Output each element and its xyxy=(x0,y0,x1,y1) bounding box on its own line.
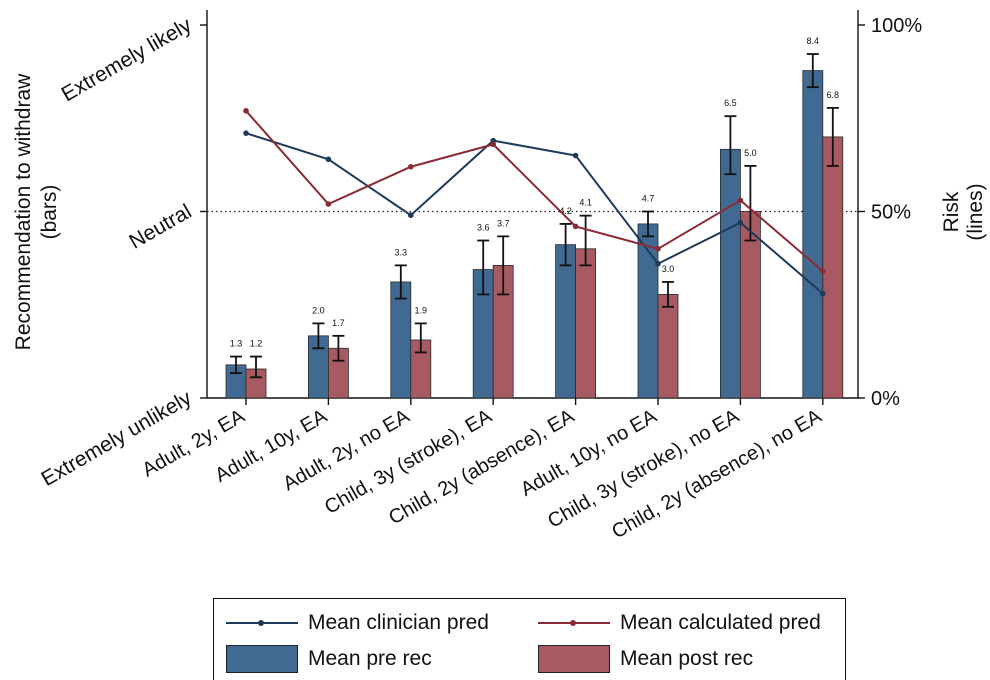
line-calculated xyxy=(245,110,824,272)
bar xyxy=(720,148,741,399)
bar-value-label: 2.0 xyxy=(312,305,325,315)
line-point xyxy=(737,197,744,204)
bar xyxy=(802,70,824,399)
bars-group xyxy=(225,70,844,399)
right-axis-title: (lines) xyxy=(964,183,987,240)
bar-value-label: 1.7 xyxy=(332,318,345,328)
bar-value-label: 4.2 xyxy=(559,206,572,216)
bar-value-label: 1.3 xyxy=(230,339,243,349)
line-point xyxy=(408,163,414,170)
legend-box-swatch-post-rec xyxy=(538,645,610,673)
legend: Mean clinician pred Mean calculated pred… xyxy=(213,598,846,680)
line-clinician xyxy=(245,132,824,295)
bar-value-label: 3.7 xyxy=(497,218,510,228)
line-point xyxy=(243,107,249,114)
bar xyxy=(657,293,679,399)
left-tick-label: Extremely likely xyxy=(58,13,196,106)
legend-box-swatch-pre-rec xyxy=(226,645,298,673)
bar-value-label: 4.1 xyxy=(579,198,592,208)
bar-value-label: 6.5 xyxy=(724,98,737,108)
bar xyxy=(822,136,844,399)
line-point xyxy=(655,260,661,267)
line-point xyxy=(325,201,332,207)
bar-value-label: 1.2 xyxy=(250,339,263,349)
legend-line-swatch-clinician xyxy=(226,616,298,630)
right-tick-label: 50% xyxy=(871,202,911,224)
error-bars-group xyxy=(230,53,839,379)
legend-line-swatch-calculated xyxy=(538,616,610,630)
left-tick-label: Extremely unlikely xyxy=(37,386,195,491)
bar-value-label: 6.8 xyxy=(827,90,840,100)
line-point xyxy=(408,212,414,219)
right-tick-label: 0% xyxy=(871,388,900,410)
axis-titles-group: Recommendation to withdraw (bars) Risk (lin… xyxy=(12,73,987,350)
chart: 1.3 2.0 3.3 3.6 4.2 4.7 6.5 8.4 1.2 1.7 1.9 3.7 4.1 3… xyxy=(12,10,987,543)
bar xyxy=(575,248,596,399)
bar-value-label: 3.3 xyxy=(395,247,408,257)
legend-label-post-rec: Mean post rec xyxy=(620,647,754,670)
bar xyxy=(555,244,576,399)
right-axis-title: Risk xyxy=(940,191,963,232)
legend-item-calculated: Mean calculated pred xyxy=(538,611,821,635)
legend-label-calculated: Mean calculated pred xyxy=(620,611,821,634)
line-point xyxy=(572,223,579,230)
legend-item-pre-rec: Mean pre rec xyxy=(226,645,432,673)
line-point xyxy=(737,219,744,226)
x-tick-label: Adult, 10y, no EA xyxy=(517,405,661,501)
line-point xyxy=(820,290,826,297)
legend-item-post-rec: Mean post rec xyxy=(538,645,753,673)
line-point xyxy=(490,141,497,148)
line-point xyxy=(325,156,332,163)
axes xyxy=(200,10,865,405)
left-axis-title: (bars) xyxy=(38,185,61,240)
bar-value-label: 3.0 xyxy=(662,264,675,274)
bar-value-label: 1.9 xyxy=(415,305,428,315)
legend-label-pre-rec: Mean pre rec xyxy=(308,647,432,670)
legend-label-clinician: Mean clinician pred xyxy=(308,611,489,634)
bar-value-label: 5.0 xyxy=(744,148,757,158)
bar-value-label: 4.7 xyxy=(642,194,655,204)
right-tick-label: 100% xyxy=(871,15,922,37)
legend-item-clinician: Mean clinician pred xyxy=(226,611,489,635)
line-point xyxy=(655,246,661,252)
line-point xyxy=(243,130,249,136)
line-point xyxy=(820,268,826,274)
line-point xyxy=(572,152,579,159)
left-tick-label: Neutral xyxy=(125,200,195,254)
bar-value-label: 3.6 xyxy=(477,223,490,233)
value-labels-group: 1.3 2.0 3.3 3.6 4.2 4.7 6.5 8.4 1.2 1.7 1.9 3.7 4.1 3… xyxy=(230,36,839,349)
left-axis-title: Recommendation to withdraw xyxy=(12,73,35,350)
lines-group xyxy=(243,107,826,297)
bar-value-label: 8.4 xyxy=(807,36,820,46)
